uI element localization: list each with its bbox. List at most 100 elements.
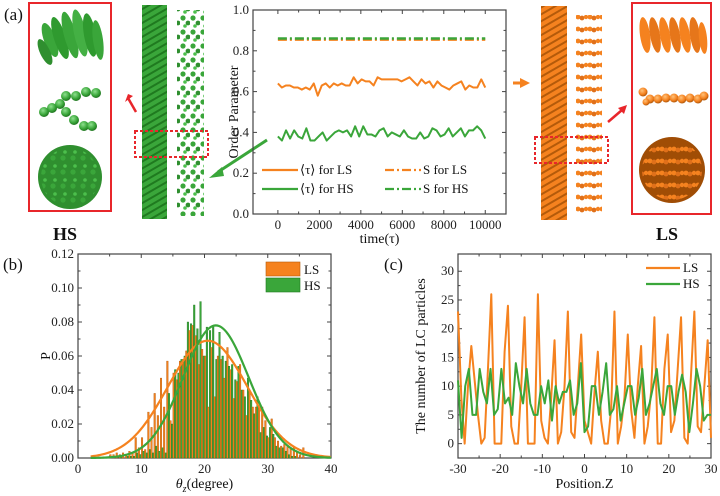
y-tick-label: 0.8	[233, 43, 249, 58]
histogram-bar-ls	[188, 330, 191, 459]
ls-zoom-box	[631, 2, 712, 215]
histogram-bar-ls	[147, 411, 150, 459]
x-tick-label: 6000	[389, 217, 415, 232]
hs-title: HS	[53, 224, 77, 244]
histogram-bar-hs	[133, 456, 136, 459]
ls-red-arrow	[607, 105, 627, 123]
histogram-bar-hs	[294, 456, 297, 459]
ls-cross-section	[639, 137, 705, 203]
histogram-bar-ls	[283, 444, 286, 459]
x-tick-label: 40	[325, 461, 338, 476]
series-line--for-ls	[277, 76, 487, 97]
legend-label: HS	[683, 276, 700, 291]
panel-label-c: (c)	[384, 255, 403, 274]
histogram-bar-hs	[215, 359, 218, 459]
histogram-bar-ls	[258, 406, 261, 459]
histogram-bar-hs	[284, 451, 287, 459]
series-line--for-hs	[277, 125, 487, 142]
histogram-bar-hs	[291, 456, 294, 459]
histogram-bar-ls	[286, 445, 289, 459]
hs-rods-cluster	[37, 9, 104, 65]
histogram-bar-ls	[254, 406, 257, 459]
histogram-bar-hs	[272, 434, 275, 459]
x-tick-label: -20	[491, 461, 508, 476]
histogram-bar-ls	[137, 447, 140, 459]
histogram-bar-ls	[245, 415, 248, 459]
histogram-bar-ls	[251, 406, 254, 459]
x-tick-label: 10	[620, 461, 633, 476]
legend-label: S for LS	[423, 162, 467, 177]
histogram-bar-ls	[204, 355, 207, 459]
histogram-bar-hs	[231, 364, 234, 459]
x-tick-label: 10	[135, 461, 148, 476]
histogram-bar-ls	[194, 335, 197, 459]
histogram-bar-ls	[210, 347, 213, 459]
histogram-bar-hs	[221, 355, 224, 459]
histogram-bar-hs	[164, 452, 167, 459]
y-tick-label: 10	[441, 378, 454, 393]
histogram-bar-hs	[158, 451, 161, 459]
histogram-bar-ls	[160, 377, 163, 459]
x-tick-label: 0	[581, 461, 588, 476]
histogram-bar-ls	[226, 347, 229, 459]
histogram-bar-ls	[264, 420, 267, 459]
x-tick-label: 0	[275, 217, 282, 232]
hs-green-arrow	[209, 138, 268, 178]
y-tick-label: 25	[441, 292, 454, 307]
ls-particle-column	[576, 15, 602, 215]
histogram-bar-hs	[174, 369, 177, 459]
histogram-bar-ls	[163, 406, 166, 459]
histogram-bar-hs	[205, 326, 208, 459]
histogram-bar-hs	[202, 355, 205, 459]
y-tick-label: 0.0	[233, 206, 249, 221]
histogram-bar-ls	[197, 364, 200, 459]
hs-particle-column	[177, 10, 204, 216]
x-tick-label: -30	[449, 461, 466, 476]
histogram-bar-ls	[201, 349, 204, 459]
histogram-bar-ls	[248, 389, 251, 459]
histogram-bar-ls	[156, 415, 159, 459]
histogram-bar-hs	[152, 452, 155, 459]
histogram-bar-hs	[218, 332, 221, 459]
x-tick-label: 4000	[348, 217, 374, 232]
legend-label: S for HS	[423, 181, 469, 196]
histogram-bar-ls	[229, 369, 232, 459]
x-tick-label: 20	[198, 461, 211, 476]
histogram-bar-hs	[171, 423, 174, 459]
histogram-bar-ls	[191, 325, 194, 459]
ls-rod-column	[541, 6, 567, 220]
ls-ring-chain	[638, 87, 709, 106]
histogram-bar-ls	[239, 364, 242, 459]
histogram-bar-ls	[223, 377, 226, 459]
x-axis-label: Position.Z	[556, 477, 614, 492]
histogram-bar-hs	[190, 323, 193, 459]
y-axis-label: Order Parameter	[227, 65, 242, 158]
y-tick-label: 0.12	[51, 246, 74, 261]
hs-red-arrow-line	[126, 97, 138, 113]
y-tick-label: 0	[448, 436, 455, 451]
y-tick-label: 0.04	[51, 382, 74, 397]
panel-label-a: (a)	[4, 5, 23, 24]
chart-c: -30 -20 -10 0 10 20 30 0 5 10 15 20 25 30 The number o…	[414, 253, 718, 492]
histogram-bar-hs	[237, 366, 240, 459]
histogram-bar-ls	[220, 359, 223, 459]
histogram-bar-ls	[153, 393, 156, 459]
histogram-bar-hs	[161, 447, 164, 459]
histogram-bar-ls	[299, 454, 302, 459]
histogram-bar-ls	[134, 437, 137, 459]
histogram-bar-hs	[145, 452, 148, 459]
y-tick-label: 30	[441, 263, 454, 278]
legend-label: HS	[304, 278, 321, 293]
histogram-bar-ls	[232, 398, 235, 459]
histogram-bar-hs	[193, 304, 196, 459]
hs-cross-section	[38, 145, 102, 209]
histogram-bar-ls	[150, 427, 153, 459]
histogram-bar-ls	[273, 437, 276, 459]
y-tick-label: 0.6	[233, 84, 250, 99]
histogram-bar-hs	[180, 359, 183, 459]
histogram-bar-hs	[259, 432, 262, 459]
chart-a: 0 2000 4000 6000 8000 10000 0.0 0.2 0.4 0.6 0.8 1.0…	[227, 2, 507, 247]
histogram-bar-hs	[155, 445, 158, 459]
histogram-bar-ls	[277, 440, 280, 459]
